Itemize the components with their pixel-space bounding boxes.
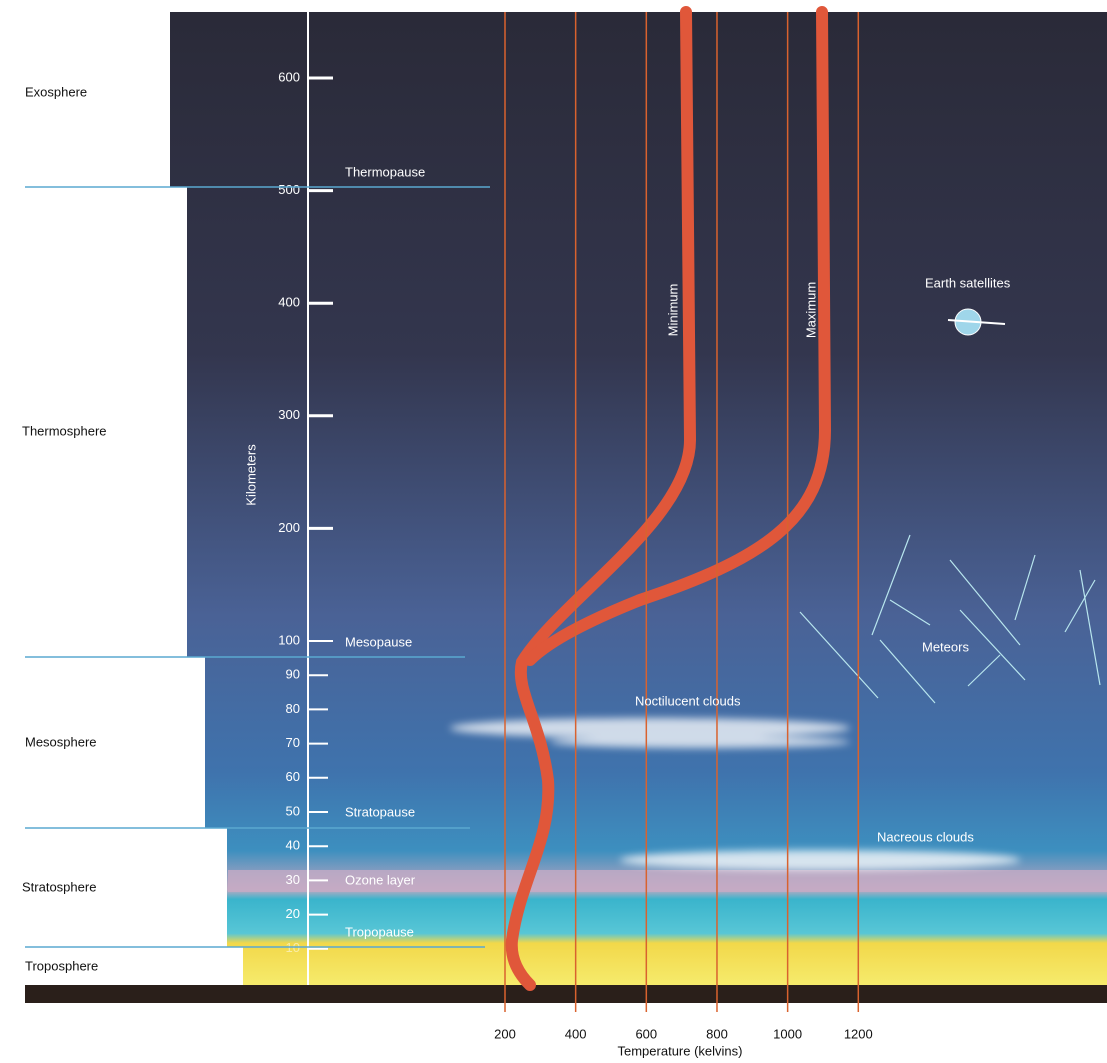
- tick-label: 100: [278, 632, 300, 647]
- tick-label: 20: [286, 906, 300, 921]
- tick-label: 200: [278, 520, 300, 535]
- meteors: [799, 534, 1101, 704]
- tick-label: 200: [494, 1026, 516, 1041]
- tick-label: 70: [286, 735, 300, 750]
- panel: [0, 828, 227, 947]
- axis-label: Kilometers: [243, 444, 258, 506]
- annotation: Ozone layer: [345, 872, 416, 887]
- tick-label: 800: [706, 1026, 728, 1041]
- ground: [25, 985, 1107, 1003]
- curve-label: Minimum: [665, 284, 680, 337]
- clouds: [450, 718, 1020, 870]
- tick-label: 500: [278, 182, 300, 197]
- boundary-label: Mesopause: [345, 634, 412, 649]
- layer-label: Exosphere: [25, 84, 87, 99]
- tick-label: 400: [565, 1026, 587, 1041]
- layer-label: Thermosphere: [22, 423, 107, 438]
- layer-label: Troposphere: [25, 958, 98, 973]
- boundary-label: Tropopause: [345, 924, 414, 939]
- tick-label: 600: [635, 1026, 657, 1041]
- panel: [0, 187, 187, 657]
- annotation: Meteors: [922, 639, 969, 654]
- layer-label: Mesosphere: [25, 734, 97, 749]
- tick-label: 40: [286, 838, 300, 853]
- axis-label: Temperature (kelvins): [618, 1043, 743, 1058]
- annotation: Noctilucent clouds: [635, 693, 741, 708]
- layer-label: Stratosphere: [22, 879, 96, 894]
- tick-label: 600: [278, 69, 300, 84]
- tick-label: 1000: [773, 1026, 802, 1041]
- tick-label: 80: [286, 701, 300, 716]
- boundary-label: Stratopause: [345, 804, 415, 819]
- annotation: Earth satellites: [925, 275, 1011, 290]
- sky: [170, 12, 1107, 987]
- tick-label: 1200: [844, 1026, 873, 1041]
- tick-label: 400: [278, 295, 300, 310]
- tick-label: 60: [286, 769, 300, 784]
- satellite: [947, 308, 1006, 336]
- tick-label: 30: [286, 872, 300, 887]
- ozone-band: [228, 870, 1107, 892]
- tick-label: 50: [286, 803, 300, 818]
- panel: [0, 12, 170, 187]
- boundary-label: Thermopause: [345, 164, 425, 179]
- tick-label: 90: [286, 667, 300, 682]
- tick-label: 300: [278, 407, 300, 422]
- panel: [0, 657, 205, 828]
- temperature-curves: [505, 6, 832, 991]
- panel: [0, 947, 243, 987]
- curve-label: Maximum: [803, 282, 818, 338]
- annotation: Nacreous clouds: [877, 829, 974, 844]
